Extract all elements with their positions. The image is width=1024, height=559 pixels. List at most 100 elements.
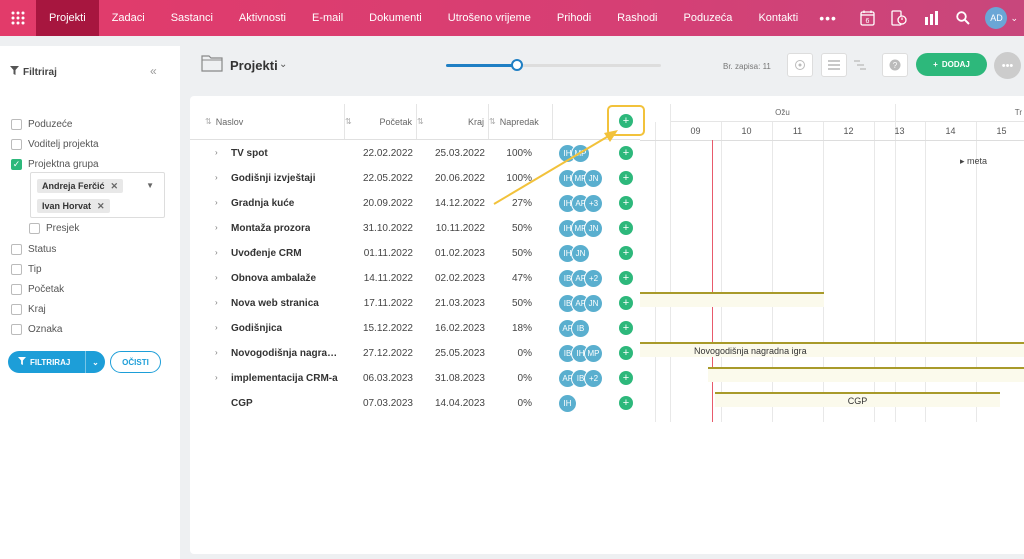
- table-row[interactable]: CGP 07.03.2023 14.04.2023 0% IH +: [190, 391, 640, 416]
- project-title[interactable]: Nova web stranica: [231, 298, 319, 309]
- add-subproject-plus-icon[interactable]: +: [619, 396, 633, 410]
- table-row[interactable]: › Gradnja kuće 20.09.2022 14.12.2022 27% IH AF…: [190, 191, 640, 216]
- filter-field-voditelj-projekta[interactable]: Voditelj projekta: [11, 139, 99, 150]
- project-title[interactable]: Novogodišnja nagrad...: [231, 348, 339, 359]
- checkbox[interactable]: [11, 324, 22, 335]
- nav-utroseno-vrijeme[interactable]: Utrošeno vrijeme: [447, 12, 531, 24]
- nav-zadaci[interactable]: Zadaci: [111, 12, 145, 24]
- filter-field-projektna-grupa[interactable]: ✓ Projektna grupa: [11, 159, 99, 170]
- table-row[interactable]: › Nova web stranica 17.11.2022 21.03.2023 50…: [190, 291, 640, 316]
- sort-icon[interactable]: ⇅: [489, 117, 496, 126]
- add-subproject-plus-icon[interactable]: +: [619, 146, 633, 160]
- avatar[interactable]: JN: [584, 169, 603, 188]
- add-subproject-plus-icon[interactable]: +: [619, 171, 633, 185]
- table-row[interactable]: › TV spot 22.02.2022 25.03.2022 100% IH MP +: [190, 141, 640, 166]
- checkbox[interactable]: [11, 244, 22, 255]
- search-icon[interactable]: [947, 0, 979, 36]
- nav-email[interactable]: E-mail: [312, 12, 344, 24]
- checkbox-checked-icon[interactable]: ✓: [11, 159, 22, 170]
- chevron-right-icon[interactable]: ›: [215, 198, 218, 207]
- filter-field-poduzece[interactable]: Poduzeće: [11, 119, 72, 130]
- chevron-down-icon[interactable]: ⌄: [85, 351, 105, 373]
- add-project-plus-icon[interactable]: +: [619, 114, 633, 128]
- project-title[interactable]: CGP: [231, 398, 253, 409]
- avatar[interactable]: JN: [571, 244, 590, 263]
- avatar[interactable]: IH: [558, 394, 577, 413]
- sort-icon[interactable]: ⇅: [205, 117, 212, 126]
- avatar[interactable]: +3: [584, 194, 603, 213]
- project-title[interactable]: Uvođenje CRM: [231, 248, 302, 259]
- project-title[interactable]: TV spot: [231, 148, 268, 159]
- nav-prihodi[interactable]: Prihodi: [556, 12, 592, 24]
- avatar[interactable]: JN: [584, 294, 603, 313]
- chevron-right-icon[interactable]: ›: [215, 298, 218, 307]
- avatar[interactable]: +2: [584, 269, 603, 288]
- reports-chart-icon[interactable]: [915, 0, 947, 36]
- avatar[interactable]: IB: [571, 319, 590, 338]
- nav-more-button[interactable]: •••: [819, 10, 837, 26]
- table-row[interactable]: › Novogodišnja nagrad... 27.12.2022 25.05.2…: [190, 341, 640, 366]
- user-avatar[interactable]: AD: [985, 7, 1008, 29]
- project-title[interactable]: Gradnja kuće: [231, 198, 295, 209]
- project-title[interactable]: Obnova ambalaže: [231, 273, 317, 284]
- column-header-naslov[interactable]: ⇅ Naslov: [205, 104, 345, 139]
- project-title[interactable]: Godišnji izvještaji: [231, 173, 316, 184]
- column-header-napredak[interactable]: ⇅ Napredak: [489, 104, 553, 139]
- add-button[interactable]: + DODAJ: [916, 53, 987, 76]
- gantt-view-icon[interactable]: [847, 53, 873, 77]
- zoom-slider-handle[interactable]: [511, 59, 523, 71]
- column-header-kraj[interactable]: ⇅ Kraj: [417, 104, 489, 139]
- table-row[interactable]: › Godišnjica 15.12.2022 16.02.2023 18% AF IB +: [190, 316, 640, 341]
- chevron-right-icon[interactable]: ›: [215, 348, 218, 357]
- list-view-icon[interactable]: [821, 53, 847, 77]
- nav-poduzeca[interactable]: Poduzeća: [683, 12, 733, 24]
- checkbox[interactable]: [29, 223, 40, 234]
- chevron-right-icon[interactable]: ›: [215, 148, 218, 157]
- chevron-right-icon[interactable]: ›: [215, 323, 218, 332]
- remove-tag-icon[interactable]: ✕: [97, 200, 105, 211]
- group-tag-select[interactable]: Andreja Ferčić ✕ Ivan Horvat ✕ ▼: [30, 172, 165, 218]
- add-subproject-plus-icon[interactable]: +: [619, 196, 633, 210]
- filter-field-pocetak[interactable]: Početak: [11, 284, 64, 295]
- apps-grid-icon[interactable]: [0, 0, 36, 36]
- checkbox[interactable]: [11, 264, 22, 275]
- collapse-panel-icon[interactable]: «: [150, 64, 157, 78]
- chevron-right-icon[interactable]: ›: [215, 273, 218, 282]
- checkbox[interactable]: [11, 119, 22, 130]
- filter-intersect[interactable]: Presjek: [29, 223, 79, 234]
- nav-rashodi[interactable]: Rashodi: [617, 12, 658, 24]
- avatar[interactable]: JN: [584, 219, 603, 238]
- add-subproject-plus-icon[interactable]: +: [619, 346, 633, 360]
- clear-filter-button[interactable]: OČISTI: [110, 351, 161, 373]
- zoom-slider[interactable]: [446, 59, 661, 71]
- checkbox[interactable]: [11, 304, 22, 315]
- chevron-right-icon[interactable]: ›: [215, 248, 218, 257]
- table-row[interactable]: › Godišnji izvještaji 22.05.2022 20.06.2022…: [190, 166, 640, 191]
- avatar[interactable]: MP: [571, 144, 590, 163]
- table-row[interactable]: › implementacija CRM-a 06.03.2023 31.08.202…: [190, 366, 640, 391]
- chevron-right-icon[interactable]: ›: [215, 373, 218, 382]
- filter-field-tip[interactable]: Tip: [11, 264, 42, 275]
- gantt-bar-cgp[interactable]: CGP: [715, 392, 1000, 407]
- remove-tag-icon[interactable]: ✕: [110, 180, 119, 191]
- caret-down-icon[interactable]: ▼: [146, 181, 154, 190]
- project-title[interactable]: implementacija CRM-a: [231, 373, 338, 384]
- gantt-bar-implementacija-crm[interactable]: [708, 367, 1024, 382]
- add-subproject-plus-icon[interactable]: +: [619, 296, 633, 310]
- nav-dokumenti[interactable]: Dokumenti: [369, 12, 422, 24]
- sort-icon[interactable]: ⇅: [417, 117, 424, 126]
- calendar-icon[interactable]: 6: [851, 0, 883, 36]
- avatar[interactable]: MP: [584, 344, 603, 363]
- column-header-pocetak[interactable]: ⇅ Početak: [345, 104, 417, 139]
- nav-kontakti[interactable]: Kontakti: [758, 12, 799, 24]
- table-row[interactable]: › Uvođenje CRM 01.11.2022 01.02.2023 50% IH JN…: [190, 241, 640, 266]
- table-row[interactable]: › Obnova ambalaže 14.11.2022 02.02.2023 47% I…: [190, 266, 640, 291]
- chevron-right-icon[interactable]: ›: [215, 173, 218, 182]
- chevron-down-icon[interactable]: ⌄: [1010, 12, 1018, 23]
- add-subproject-plus-icon[interactable]: +: [619, 221, 633, 235]
- checkbox[interactable]: [11, 139, 22, 150]
- page-title[interactable]: Projekti: [230, 58, 278, 73]
- project-title[interactable]: Montaža prozora: [231, 223, 311, 234]
- apply-filter-button[interactable]: FILTRIRAJ ⌄: [8, 351, 105, 373]
- timer-icon[interactable]: [883, 0, 915, 36]
